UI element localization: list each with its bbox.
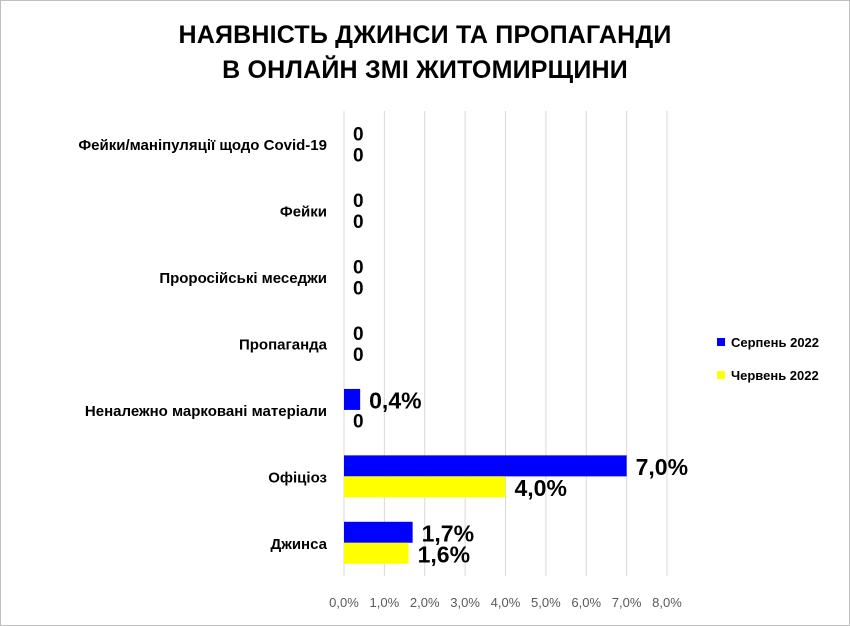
legend-label-serpen: Серпень 2022 xyxy=(731,334,820,350)
category-label: Пропаганда xyxy=(239,337,328,354)
data-label: 0 xyxy=(353,279,364,300)
chart-title-line-1: НАЯВНІСТЬ ДЖИНСИ ТА ПРОПАГАНДИ xyxy=(178,21,672,49)
bar xyxy=(344,388,361,410)
legend-item-serpen: Серпень 2022 xyxy=(717,334,819,350)
category-label: Джинса xyxy=(271,536,328,553)
x-tick-label: 3,0% xyxy=(450,595,480,610)
legend-label-cherven: Червень 2022 xyxy=(731,367,819,383)
data-label: 4,0% xyxy=(515,475,567,501)
x-tick-label: 6,0% xyxy=(571,595,601,610)
data-label: 0 xyxy=(353,212,364,233)
data-label: 0 xyxy=(353,125,364,146)
data-label: 0 xyxy=(353,146,364,167)
data-label: 0 xyxy=(353,411,364,432)
chart-title-line-2: В ОНЛАЙН ЗМІ ЖИТОМИРЩИНИ xyxy=(222,56,628,84)
category-label: Фейки xyxy=(280,204,327,221)
bar xyxy=(344,476,506,498)
data-label: 0 xyxy=(353,258,364,279)
x-tick-label: 5,0% xyxy=(531,595,561,610)
x-tick-label: 8,0% xyxy=(652,595,682,610)
bar xyxy=(344,521,413,543)
data-label: 0 xyxy=(353,191,364,212)
bar xyxy=(344,455,627,477)
legend-swatch-serpen xyxy=(717,338,725,346)
category-label: Офіціоз xyxy=(268,469,327,486)
x-tick-label: 1,0% xyxy=(370,595,400,610)
legend-swatch-cherven xyxy=(717,371,725,379)
data-label: 1,6% xyxy=(418,541,470,567)
data-label: 1,7% xyxy=(422,520,474,546)
x-tick-label: 0,0% xyxy=(329,595,359,610)
data-label: 7,0% xyxy=(636,454,688,480)
bar xyxy=(344,542,409,564)
category-label: Проросійські меседжи xyxy=(159,270,327,287)
category-label: Неналежно марковані матеріали xyxy=(85,403,327,420)
x-tick-label: 2,0% xyxy=(410,595,440,610)
x-tick-label: 7,0% xyxy=(612,595,642,610)
data-label: 0 xyxy=(353,345,364,366)
data-label: 0 xyxy=(353,324,364,345)
category-label: Фейки/маніпуляції щодо Covid-19 xyxy=(78,137,327,154)
legend-item-cherven: Червень 2022 xyxy=(717,367,819,383)
x-tick-label: 4,0% xyxy=(491,595,521,610)
data-label: 0,4% xyxy=(369,387,421,413)
